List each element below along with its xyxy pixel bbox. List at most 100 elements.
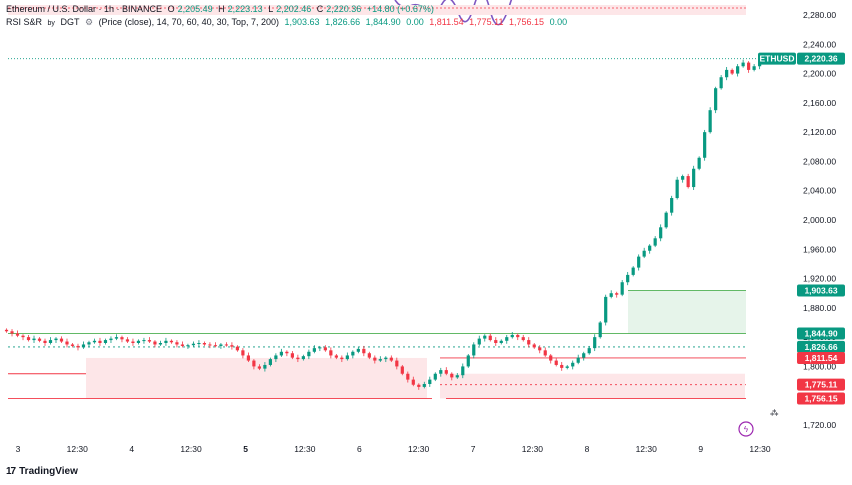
candle-body (406, 373, 410, 380)
candle-body (631, 267, 635, 275)
candle-body (235, 346, 240, 351)
candle-body (224, 344, 229, 346)
candle-body (384, 357, 388, 360)
candle-body (109, 338, 113, 341)
dividends-icon[interactable]: ⁂ (770, 407, 779, 417)
candle-body (433, 373, 437, 380)
x-tick-label: 12:30 (522, 444, 544, 454)
candle-body (615, 293, 619, 295)
candle-body (356, 348, 360, 352)
candle-body (142, 340, 146, 342)
candle-body (510, 334, 514, 338)
price-tag-label: 1,811.54 (805, 353, 838, 363)
candle-body (455, 375, 459, 378)
candle-body (576, 357, 580, 363)
tradingview-logo[interactable]: 17 TradingView (6, 466, 78, 477)
open-label: O (167, 4, 175, 14)
low-value: 2,202.46 (276, 4, 312, 14)
symbol-title[interactable]: Ethereum / U.S. Dollar · 1h · BINANCE (6, 4, 163, 14)
x-tick-label: 8 (585, 444, 590, 454)
candle-body (417, 384, 421, 387)
symbol-tag (758, 52, 796, 65)
price-tag-label: 1,844.90 (804, 329, 837, 339)
y-tick-label: 2,040.00 (803, 186, 836, 196)
candle-body (10, 331, 14, 334)
price-tag (797, 284, 845, 297)
candle-body (180, 344, 185, 346)
candle-body (202, 343, 207, 345)
candle-body (65, 341, 69, 345)
candle-body (4, 329, 9, 332)
candle-body (147, 340, 152, 342)
candle-body (582, 353, 586, 358)
indicator-name: RSI S&R (6, 17, 43, 27)
candle-body (521, 337, 525, 341)
candle-body (593, 337, 597, 349)
x-tick-label: 12:30 (636, 444, 658, 454)
x-tick-label: 9 (698, 444, 703, 454)
x-tick-label: 12:30 (294, 444, 316, 454)
candle-body (620, 282, 624, 295)
candle-body (741, 62, 745, 67)
candle-body (252, 360, 256, 367)
candle-body (257, 366, 261, 369)
candle-body (76, 345, 80, 348)
candle-body (516, 334, 520, 338)
price-tag (797, 392, 845, 405)
candle-body (571, 362, 575, 367)
price-tag (797, 378, 845, 391)
y-tick-label: 1,880.00 (803, 303, 836, 313)
indicator-header[interactable]: RSI S&R by DGT ⚙ (Price (close), 14, 70,… (6, 17, 570, 28)
tradingview-logo-icon: 17 (6, 466, 16, 477)
candle-body (197, 343, 201, 344)
x-tick-label: 6 (357, 444, 362, 454)
candle-body (175, 342, 179, 345)
candle-body (472, 344, 476, 356)
candle-body (120, 337, 124, 340)
y-tick-label: 1,800.00 (803, 361, 836, 371)
candle-body (488, 335, 492, 341)
x-tick-label: 12:30 (408, 444, 430, 454)
indicator-value: 1,775.11 (469, 17, 504, 27)
candle-body (373, 357, 377, 361)
candle-body (719, 77, 723, 89)
last-price-tag-label: 2,220.36 (804, 54, 837, 64)
close-value: 2,220.36 (326, 4, 362, 14)
candle-body (279, 351, 283, 356)
candle-body (81, 344, 86, 348)
candle-body (153, 341, 157, 345)
candle-body (444, 370, 448, 374)
x-tick-label: 12:30 (67, 444, 89, 454)
close-label: C (316, 4, 324, 14)
indicator-value: 1,903.63 (284, 17, 320, 27)
candle-body (263, 364, 267, 369)
candle-body (26, 337, 31, 341)
candle-body (422, 384, 426, 387)
candle-body (219, 344, 223, 346)
y-tick-label: 2,120.00 (803, 127, 836, 137)
candle-body (752, 66, 756, 70)
candle-body (312, 348, 316, 352)
candle-body (549, 355, 553, 361)
candle-body (43, 340, 47, 343)
settings-icon[interactable]: ⚙ (84, 17, 94, 27)
candle-body (505, 337, 509, 341)
candle-body (428, 379, 432, 384)
indicator-value: 0.00 (549, 17, 568, 27)
candle-body (664, 212, 668, 228)
indicator-value: 1,811.54 (429, 17, 464, 27)
candle-body (362, 348, 366, 354)
candle-body (730, 69, 734, 74)
candle-body (686, 176, 690, 188)
candle-body (164, 340, 168, 343)
indicator-params: (Price (close), 14, 70, 60, 40, 30, Top,… (98, 17, 279, 27)
candle-body (103, 340, 108, 343)
candle-body (395, 360, 399, 367)
y-tick-label: 1,920.00 (803, 274, 836, 284)
x-tick-label: 12:30 (749, 444, 771, 454)
flash-icon[interactable] (738, 421, 754, 437)
candle-body (340, 357, 344, 360)
candle-body (747, 62, 751, 70)
candle-body (318, 347, 322, 349)
